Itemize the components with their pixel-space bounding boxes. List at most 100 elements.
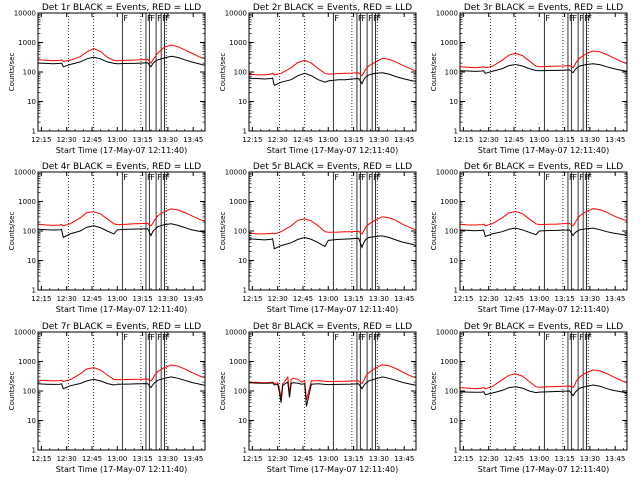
flare-label: F: [579, 173, 584, 182]
y-tick-label: 10000: [225, 10, 247, 18]
x-tick-label: 13:30: [158, 136, 178, 144]
x-axis-label: Start Time (17-May-07 12:11:40): [478, 146, 609, 155]
x-tick-label: 13:45: [394, 295, 414, 303]
y-tick-label: 10000: [225, 169, 247, 177]
y-tick-label: 1000: [18, 39, 36, 47]
y-tick-label: 1: [454, 128, 458, 136]
x-tick-label: 13:00: [107, 295, 127, 303]
flare-label: F: [579, 333, 584, 342]
x-tick-label: 13:45: [605, 455, 625, 463]
plot-frame: [37, 12, 206, 132]
y-axis-label: Counts/sec: [430, 372, 438, 411]
x-tick-label: 12:15: [242, 295, 262, 303]
y-tick-label: 1000: [440, 198, 458, 206]
x-tick-label: 13:45: [605, 136, 625, 144]
y-tick-label: 10: [238, 257, 247, 265]
y-tick-label: 100: [234, 69, 247, 77]
flare-label: F: [166, 14, 171, 23]
x-tick-label: 12:30: [268, 455, 288, 463]
y-tick-label: 100: [234, 228, 247, 236]
x-tick-label: 13:30: [369, 136, 389, 144]
x-axis-label: Start Time (17-May-07 12:11:40): [56, 146, 187, 155]
x-tick-label: 13:30: [580, 136, 600, 144]
panel-2: Det 2r BLACK = Events, RED = LLDFFFFFF11…: [219, 3, 417, 155]
y-axis-label: Counts/sec: [8, 53, 16, 92]
flare-label: F: [588, 14, 593, 23]
y-tick-label: 10000: [14, 169, 36, 177]
x-tick-label: 13:00: [107, 455, 127, 463]
flare-label: F: [572, 14, 577, 23]
y-tick-label: 10: [449, 98, 458, 106]
y-axis-label: Counts/sec: [8, 212, 16, 251]
x-tick-label: 13:30: [369, 455, 389, 463]
y-tick-label: 10: [27, 257, 36, 265]
y-tick-label: 10000: [436, 10, 458, 18]
x-tick-label: 12:30: [479, 136, 499, 144]
panel-title: Det 8r BLACK = Events, RED = LLD: [253, 322, 412, 332]
panel-5: Det 5r BLACK = Events, RED = LLDFFFFFF11…: [219, 162, 417, 314]
x-tick-label: 13:45: [183, 136, 203, 144]
y-tick-label: 10: [27, 417, 36, 425]
x-axis-label: Start Time (17-May-07 12:11:40): [56, 465, 187, 474]
x-tick-label: 12:15: [31, 455, 51, 463]
x-tick-label: 13:45: [394, 455, 414, 463]
flare-label: F: [361, 333, 366, 342]
y-tick-label: 1: [243, 128, 247, 136]
x-axis-label: Start Time (17-May-07 12:11:40): [267, 305, 398, 314]
y-tick-label: 1000: [229, 198, 247, 206]
x-tick-label: 13:00: [318, 455, 338, 463]
x-tick-label: 13:15: [343, 455, 363, 463]
flare-label: F: [361, 173, 366, 182]
panel-7: Det 7r BLACK = Events, RED = LLDFFFFFF11…: [8, 322, 206, 474]
flare-label: F: [588, 333, 593, 342]
y-axis-label: Counts/sec: [430, 212, 438, 251]
x-axis-label: Start Time (17-May-07 12:11:40): [478, 305, 609, 314]
x-tick-label: 12:15: [453, 295, 473, 303]
x-tick-label: 12:45: [504, 455, 524, 463]
x-tick-label: 13:00: [107, 136, 127, 144]
x-tick-label: 13:00: [318, 136, 338, 144]
x-tick-label: 13:30: [580, 295, 600, 303]
x-tick-label: 13:00: [529, 295, 549, 303]
x-tick-label: 13:15: [343, 295, 363, 303]
y-tick-label: 1000: [229, 358, 247, 366]
series-lld-line: [459, 50, 628, 69]
series-events-line: [459, 63, 628, 74]
flare-label: F: [545, 173, 550, 182]
series-events-line: [459, 227, 628, 238]
x-axis-label: Start Time (17-May-07 12:11:40): [267, 465, 398, 474]
y-tick-label: 1000: [18, 358, 36, 366]
flare-label: F: [377, 14, 382, 23]
panel-9: Det 9r BLACK = Events, RED = LLDFFFFFF11…: [430, 322, 628, 474]
flare-label: F: [588, 173, 593, 182]
flare-label: F: [157, 14, 162, 23]
x-tick-label: 12:45: [293, 136, 313, 144]
panel-title: Det 3r BLACK = Events, RED = LLD: [464, 3, 623, 13]
y-tick-label: 1: [454, 447, 458, 455]
plot-frame: [459, 331, 628, 451]
y-tick-label: 10000: [225, 329, 247, 337]
x-tick-label: 12:30: [57, 295, 77, 303]
y-axis-label: Counts/sec: [219, 372, 227, 411]
x-tick-label: 12:30: [268, 136, 288, 144]
series-events-line: [248, 235, 417, 250]
flare-label: F: [166, 333, 171, 342]
series-events-line: [248, 376, 417, 407]
panel-title: Det 5r BLACK = Events, RED = LLD: [253, 162, 412, 172]
x-tick-label: 12:30: [57, 455, 77, 463]
y-tick-label: 10: [449, 257, 458, 265]
y-tick-label: 100: [445, 388, 458, 396]
flare-label: F: [377, 333, 382, 342]
x-tick-label: 12:45: [82, 455, 102, 463]
panel-title: Det 9r BLACK = Events, RED = LLD: [464, 322, 623, 332]
flare-label: F: [334, 333, 339, 342]
x-tick-label: 13:00: [529, 136, 549, 144]
series-lld-line: [459, 369, 628, 390]
y-tick-label: 100: [23, 228, 36, 236]
flare-label: F: [545, 14, 550, 23]
series-events-line: [37, 55, 206, 68]
flare-label: F: [166, 173, 171, 182]
y-tick-label: 10: [449, 417, 458, 425]
flare-label: F: [361, 14, 366, 23]
flare-label: F: [150, 333, 155, 342]
